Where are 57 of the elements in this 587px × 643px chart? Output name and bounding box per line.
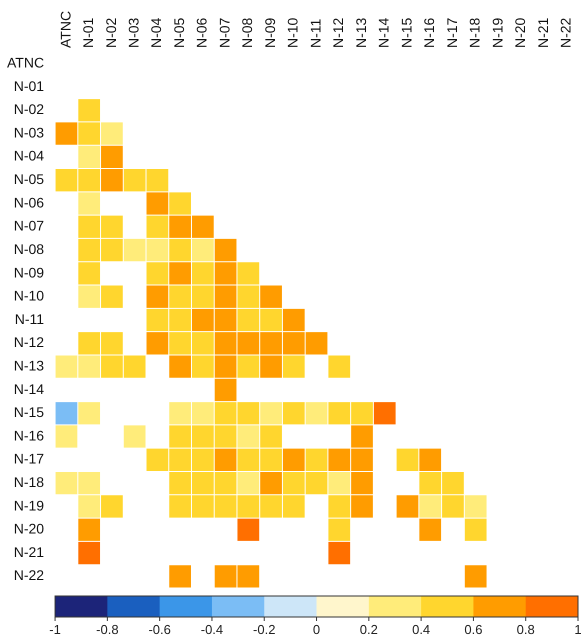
color-bar-label: -0.4: [200, 622, 224, 638]
x-tick-label: N-19: [489, 17, 506, 48]
y-tick-label: N-07: [14, 218, 44, 234]
color-bar-label: 0.4: [412, 622, 430, 638]
y-tick-label: N-17: [14, 450, 44, 467]
y-tick-label: N-21: [14, 544, 44, 560]
color-bar-label: 0.6: [464, 622, 482, 638]
y-tick-label: N-15: [14, 404, 44, 420]
y-tick-label: N-09: [14, 264, 44, 280]
x-tick-label: N-04: [148, 17, 164, 48]
y-tick-label: N-20: [14, 520, 44, 537]
x-tick-label: N-16: [421, 17, 438, 48]
x-tick-label: N-08: [239, 17, 256, 48]
x-tick-label: N-17: [444, 17, 460, 48]
x-tick-label: N-11: [307, 18, 324, 48]
color-bar-label: 0.2: [360, 622, 378, 638]
x-tick-label: N-09: [262, 17, 278, 48]
x-tick-label: N-13: [352, 17, 369, 48]
x-tick-label: N-03: [126, 17, 142, 48]
x-tick-label: N-12: [330, 17, 346, 48]
y-tick-label: N-19: [14, 497, 44, 514]
color-bar-label: 0.8: [516, 622, 535, 638]
y-tick-label: N-22: [14, 567, 44, 584]
x-tick-label: N-10: [284, 17, 301, 48]
x-tick-label: N-02: [102, 17, 119, 48]
y-tick-label: N-16: [14, 427, 44, 444]
x-tick-label: N-22: [557, 17, 574, 48]
y-tick-label: N-04: [14, 148, 44, 164]
y-tick-label: N-03: [14, 124, 44, 140]
color-bar-label: 0: [312, 622, 320, 638]
x-tick-label: N-01: [80, 17, 96, 48]
y-tick-label: N-11: [14, 310, 44, 327]
color-bar-label: -0.2: [253, 622, 276, 638]
color-bar-label: -0.8: [96, 622, 119, 638]
color-bar-label: -1: [49, 622, 61, 638]
y-tick-label: N-06: [14, 194, 44, 210]
x-tick-label: N-06: [194, 17, 210, 48]
y-tick-label: N-12: [14, 334, 44, 350]
y-tick-label: ATNC: [6, 54, 44, 71]
x-tick-label: N-18: [466, 17, 483, 48]
y-tick-label: N-13: [14, 357, 44, 374]
y-tick-label: N-08: [14, 240, 44, 257]
x-tick-label: N-21: [534, 17, 551, 48]
y-tick-label: N-05: [14, 171, 44, 188]
x-tick-label: N-20: [512, 17, 528, 48]
color-bar-label: 1: [574, 622, 582, 638]
x-tick-label: N-05: [170, 17, 187, 48]
y-tick-label: N-02: [14, 101, 44, 118]
x-tick-label: N-07: [216, 17, 232, 48]
x-tick-label: N-15: [398, 17, 414, 48]
x-tick-label: ATNC: [57, 10, 74, 48]
y-tick-label: N-10: [14, 288, 44, 304]
y-tick-label: N-18: [14, 474, 44, 490]
x-tick-label: N-14: [376, 17, 392, 48]
color-bar-label: -0.6: [148, 622, 171, 638]
y-tick-label: N-01: [14, 78, 44, 94]
y-tick-label: N-14: [14, 380, 44, 397]
